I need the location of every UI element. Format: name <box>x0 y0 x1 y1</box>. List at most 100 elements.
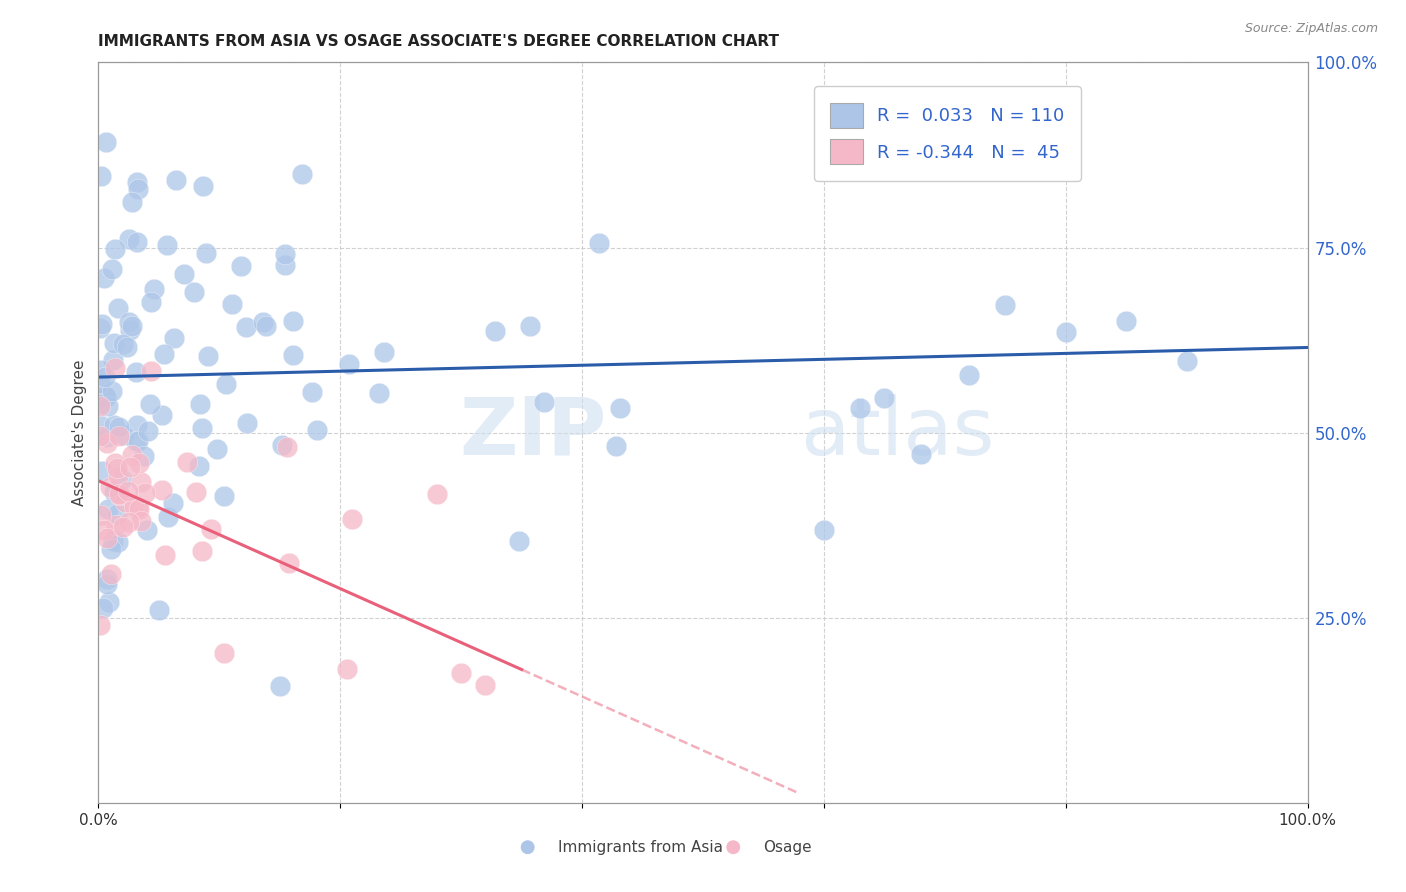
Point <box>96 572 118 586</box>
Point <box>235 416 257 430</box>
Point <box>101 262 124 277</box>
Point <box>118 323 141 337</box>
Point <box>94 390 117 404</box>
Point <box>125 235 148 249</box>
Point <box>139 294 162 309</box>
Point <box>112 427 135 442</box>
Point <box>1054 325 1077 339</box>
Point <box>117 484 139 499</box>
Point <box>90 508 112 522</box>
Point <box>273 258 295 272</box>
Point <box>103 417 125 432</box>
Point <box>252 315 274 329</box>
Point <box>450 666 472 681</box>
Point <box>269 679 291 693</box>
Point <box>105 517 128 532</box>
Text: Osage: Osage <box>763 839 813 855</box>
Point <box>1031 117 1053 131</box>
Point <box>91 464 114 478</box>
Point <box>101 353 124 368</box>
Point <box>125 365 148 379</box>
Point <box>176 455 198 469</box>
Point <box>107 301 129 315</box>
Point <box>96 435 118 450</box>
Point <box>118 515 141 529</box>
Point <box>128 502 150 516</box>
Point <box>134 486 156 500</box>
Point <box>118 315 141 329</box>
Point <box>190 421 212 435</box>
Point <box>108 419 131 434</box>
Point <box>111 472 134 486</box>
Y-axis label: Associate's Degree: Associate's Degree <box>72 359 87 506</box>
Point <box>205 442 228 457</box>
Point <box>276 440 298 454</box>
Point <box>89 399 111 413</box>
Point <box>89 618 111 632</box>
Point <box>127 500 149 514</box>
Point <box>128 456 150 470</box>
Point <box>90 363 112 377</box>
Point <box>114 495 136 509</box>
Point <box>187 458 209 473</box>
Point <box>1175 353 1198 368</box>
Point <box>474 678 496 692</box>
Point <box>200 522 222 536</box>
Point <box>212 646 235 660</box>
Point <box>139 364 162 378</box>
Point <box>104 361 127 376</box>
Point <box>104 242 127 256</box>
Point <box>1115 314 1137 328</box>
Point <box>134 449 156 463</box>
Point <box>221 297 243 311</box>
Point <box>96 135 118 149</box>
Point <box>270 437 292 451</box>
Point <box>173 267 195 281</box>
Point <box>96 531 118 545</box>
Point <box>183 285 205 300</box>
Text: atlas: atlas <box>800 393 994 472</box>
Point <box>519 318 541 333</box>
Point <box>813 523 835 537</box>
Point <box>94 370 117 384</box>
Point <box>129 514 152 528</box>
Point <box>96 577 118 591</box>
Point <box>96 430 118 444</box>
Point <box>188 397 211 411</box>
Point <box>533 394 555 409</box>
Point <box>283 314 305 328</box>
Point <box>342 512 364 526</box>
Point <box>94 390 117 404</box>
Point <box>508 533 530 548</box>
Point <box>994 298 1017 312</box>
Point <box>101 533 124 548</box>
Point <box>157 509 180 524</box>
Point <box>97 399 120 413</box>
Point <box>605 439 627 453</box>
Point <box>125 434 148 449</box>
Point <box>117 340 139 354</box>
Point <box>191 543 214 558</box>
Point <box>957 368 980 382</box>
Legend: R =  0.033   N = 110, R = -0.344   N =  45: R = 0.033 N = 110, R = -0.344 N = 45 <box>814 87 1081 181</box>
Point <box>122 500 145 514</box>
Point <box>153 548 176 562</box>
Point <box>516 840 538 855</box>
Point <box>121 195 143 210</box>
Point <box>129 475 152 489</box>
Point <box>152 347 174 361</box>
Point <box>105 460 128 475</box>
Point <box>235 319 257 334</box>
Point <box>368 385 391 400</box>
Point <box>101 384 124 398</box>
Point <box>136 523 159 537</box>
Point <box>197 349 219 363</box>
Text: IMMIGRANTS FROM ASIA VS OSAGE ASSOCIATE'S DEGREE CORRELATION CHART: IMMIGRANTS FROM ASIA VS OSAGE ASSOCIATE'… <box>98 34 779 49</box>
Point <box>90 318 112 332</box>
Point <box>283 348 305 362</box>
Point <box>186 484 208 499</box>
Point <box>609 401 631 416</box>
Point <box>139 397 162 411</box>
Point <box>191 179 214 194</box>
Point <box>107 488 129 502</box>
